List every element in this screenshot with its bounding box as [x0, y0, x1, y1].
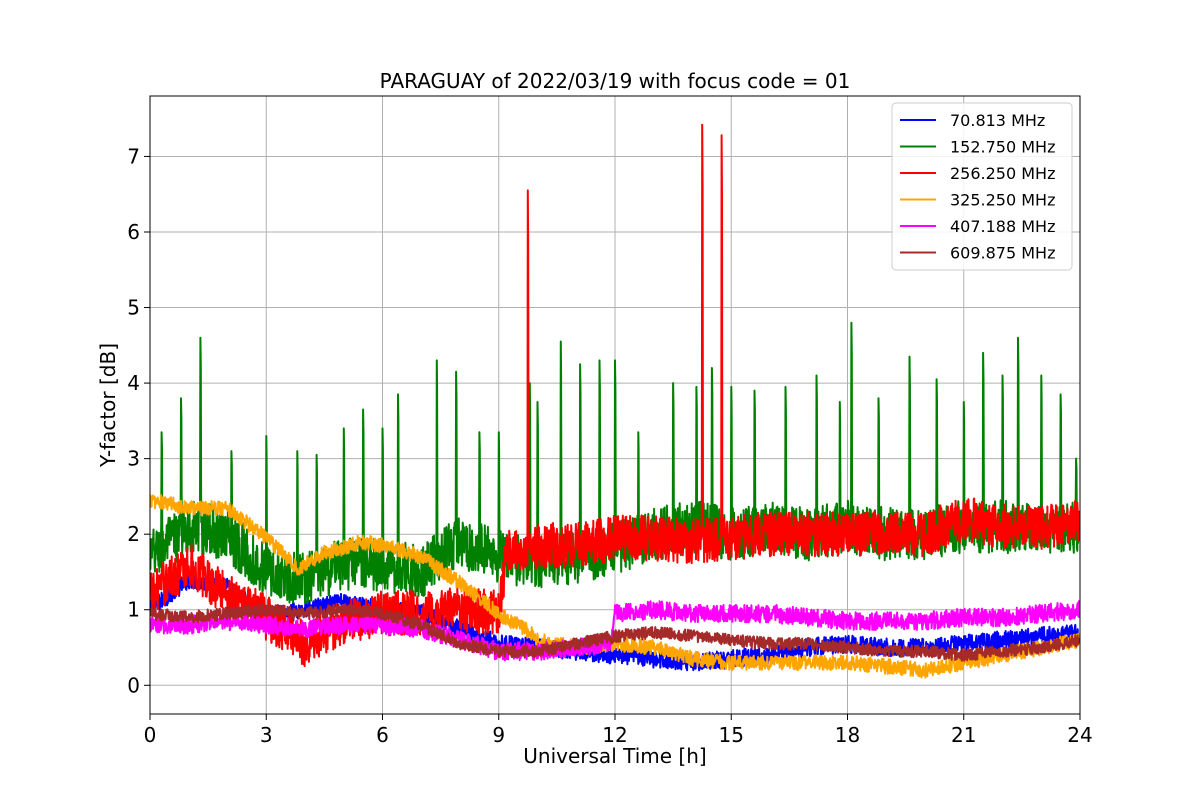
x-tick-label: 9	[492, 723, 505, 747]
x-tick-label: 0	[144, 723, 157, 747]
legend-label: 325.250 MHz	[950, 191, 1055, 210]
legend-label: 609.875 MHz	[950, 244, 1055, 263]
y-tick-label: 1	[127, 598, 140, 622]
x-axis-label: Universal Time [h]	[523, 744, 706, 768]
y-tick-label: 5	[127, 296, 140, 320]
legend-label: 152.750 MHz	[950, 138, 1055, 157]
x-tick-label: 18	[835, 723, 860, 747]
x-tick-label: 15	[719, 723, 744, 747]
legend: 70.813 MHz 152.750 MHz 256.250 MHz 325.250 …	[891, 102, 1073, 271]
series-line	[150, 494, 1080, 679]
x-tick-label: 24	[1067, 723, 1092, 747]
x-tick-label: 6	[376, 723, 389, 747]
series-layer	[150, 123, 1080, 679]
y-tick-label: 3	[127, 447, 140, 471]
y-tick-label: 0	[127, 673, 140, 697]
y-tick-label: 2	[127, 522, 140, 546]
x-tick-label: 3	[260, 723, 273, 747]
x-axis: 0 3 6 9 12 15 18 21 24	[144, 714, 1093, 747]
series-line	[150, 600, 1080, 662]
y-tick-label: 4	[127, 371, 140, 395]
y-axis: 0 1 2 3 4 5 6 7	[127, 144, 150, 697]
x-tick-label: 21	[951, 723, 976, 747]
series-line	[150, 603, 1080, 662]
chart-title: PARAGUAY of 2022/03/19 with focus code =…	[380, 69, 851, 93]
series-line	[150, 123, 1080, 668]
legend-label: 256.250 MHz	[950, 164, 1055, 183]
x-tick-label: 12	[602, 723, 627, 747]
y-axis-label: Y-factor [dB]	[96, 343, 120, 468]
y-tick-label: 6	[127, 220, 140, 244]
legend-label: 407.188 MHz	[950, 217, 1055, 236]
legend-box	[891, 102, 1073, 271]
legend-label: 70.813 MHz	[950, 111, 1045, 130]
y-tick-label: 7	[127, 144, 140, 168]
